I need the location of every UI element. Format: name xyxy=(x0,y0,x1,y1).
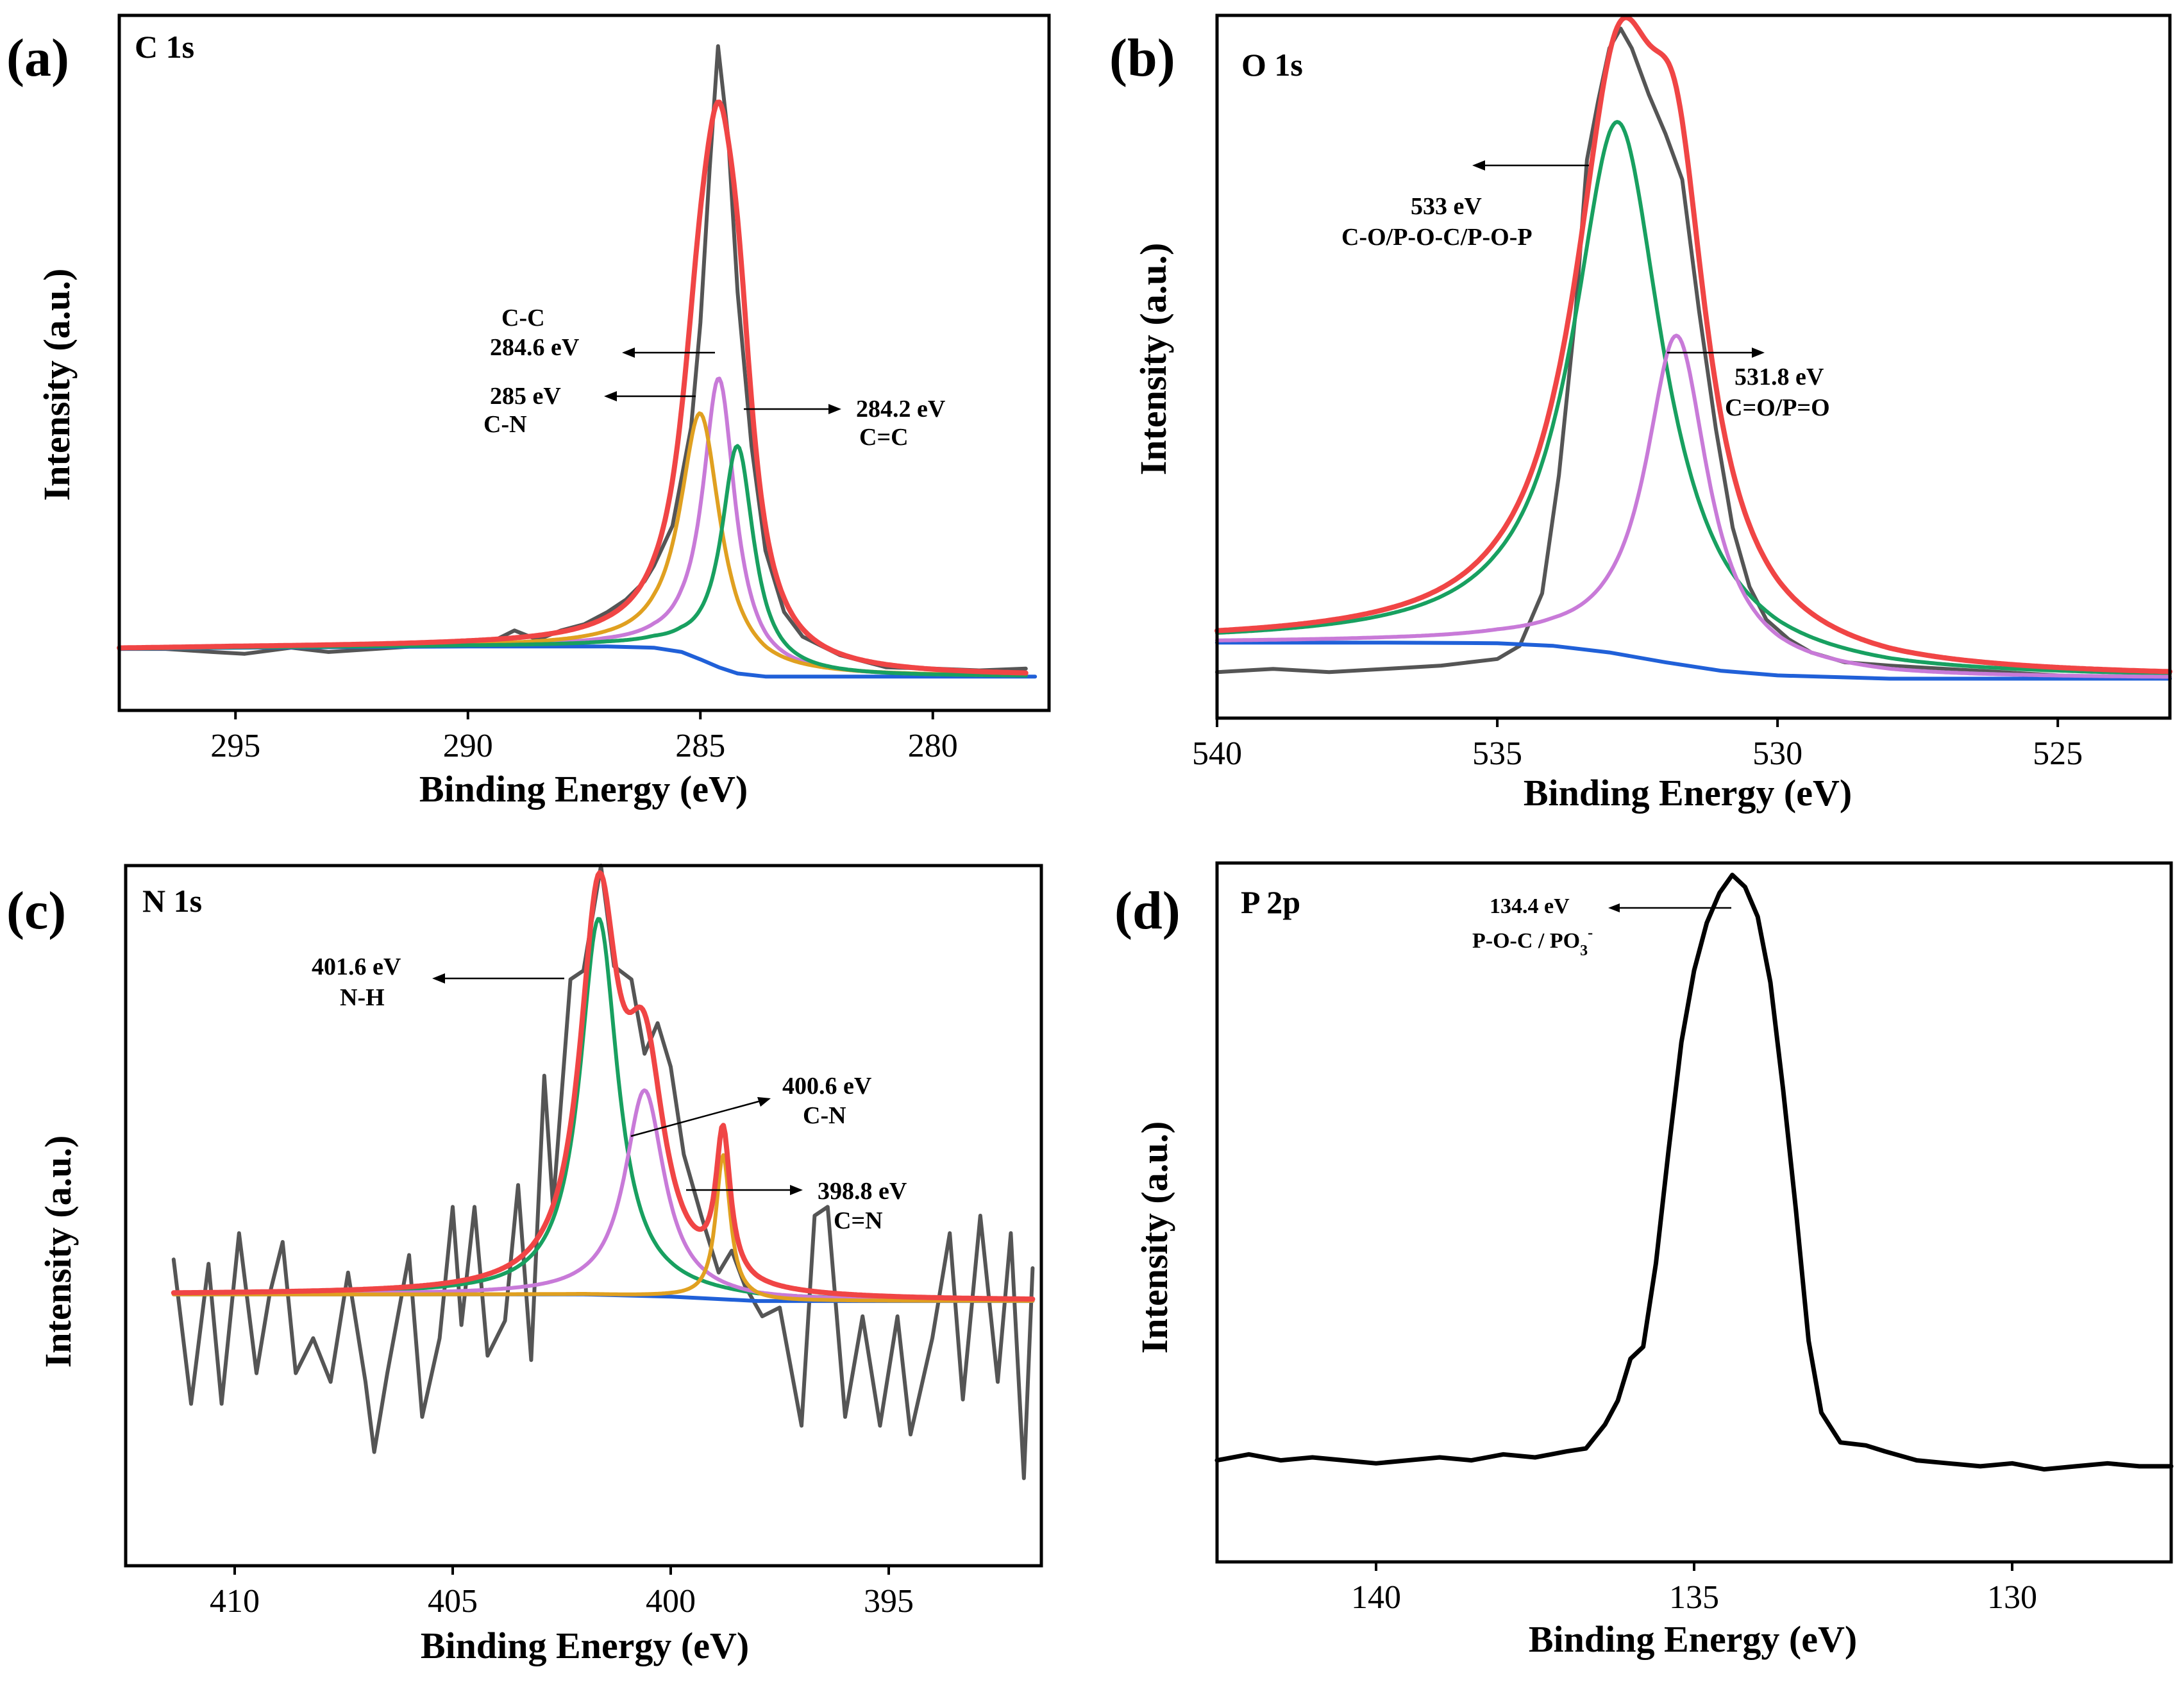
panel-b-series-raw xyxy=(1215,26,2172,681)
panel-a-x-tick-label: 295 xyxy=(210,728,260,764)
panel-b-annot-co-line2: C-O/P-O-C/P-O-P xyxy=(1341,224,1533,251)
panel-b-series-envelope xyxy=(1214,15,2172,675)
panel-b-annot-co-line1: 533 eV xyxy=(1411,193,1482,220)
panel-c-x-tick-label: 400 xyxy=(646,1583,696,1620)
panel-d-letter: (d) xyxy=(1114,881,1180,941)
panel-a-annot-cce-arrowhead xyxy=(828,404,841,414)
panel-c-series-envelope xyxy=(171,870,1036,1302)
panel-d-x-axis-label: Binding Energy (eV) xyxy=(1529,1618,1857,1660)
panel-d-title: P 2p xyxy=(1241,884,1300,920)
panel-c-x-axis-label: Binding Energy (eV) xyxy=(421,1625,749,1666)
panel-b-annot-po-arrowhead xyxy=(1752,348,1765,358)
panel-d: (d) P 2p Intensity (a.u.) Binding Energy… xyxy=(1114,861,2174,1660)
panel-a-ticks: 295 290 285 280 xyxy=(210,710,958,764)
panel-b-series-c-o-p-o-c-p-o-p xyxy=(1215,120,2172,676)
panel-d-y-axis-label: Intensity (a.u.) xyxy=(1134,1121,1175,1354)
panel-a-annotations: C-C 284.6 eV 285 eV C-N 284.2 eV C=C xyxy=(483,305,946,451)
panel-c-annot-cn-line1: 400.6 eV xyxy=(782,1073,872,1100)
panel-c-annot-nh-line2: N-H xyxy=(340,984,385,1011)
panel-b-x-tick-label: 530 xyxy=(1752,735,1802,772)
panel-c-annot-cn-arrow xyxy=(630,1099,764,1137)
panel-d-annot-line1: 134.4 eV xyxy=(1490,894,1570,918)
panel-a-annot-cce-line1: 284.2 eV xyxy=(856,396,946,423)
panel-b-letter: (b) xyxy=(1109,28,1175,88)
panel-c-curves xyxy=(171,864,1036,1480)
panel-c-annot-cn-arrowhead xyxy=(757,1097,771,1107)
panel-c-annotations: 401.6 eV N-H 400.6 eV C-N 398.8 eV C=N xyxy=(312,953,907,1234)
panel-a-x-tick-label: 285 xyxy=(675,728,725,764)
panel-b-x-tick-label: 525 xyxy=(2033,735,2083,772)
panel-a-series-envelope xyxy=(117,99,1029,676)
panel-b-x-tick-label: 540 xyxy=(1192,735,1242,772)
panel-a-x-tick-label: 280 xyxy=(908,728,958,764)
panel-d-ticks: 140 135 130 xyxy=(1351,1562,2037,1616)
panel-a-annot-cn-line1: 285 eV xyxy=(490,383,561,410)
panel-d-x-tick-label: 140 xyxy=(1351,1579,1401,1616)
panel-a-annot-cn-line2: C-N xyxy=(483,411,527,438)
panel-c-series-raw xyxy=(171,864,1035,1480)
panel-d-annot-arrowhead xyxy=(1608,903,1620,912)
panel-c-annot-nh-arrowhead xyxy=(432,973,445,984)
panel-b-annot-po-line1: 531.8 eV xyxy=(1735,364,1824,390)
panel-a-plot-frame xyxy=(117,13,1051,712)
panel-c-x-tick-label: 405 xyxy=(428,1583,478,1620)
panel-b-y-axis-label: Intensity (a.u.) xyxy=(1132,243,1174,476)
panel-d-annotations: 134.4 eV P-O-C / PO3- xyxy=(1472,894,1731,959)
panel-a-curves xyxy=(117,44,1037,679)
panel-c-y-axis-label: Intensity (a.u.) xyxy=(37,1136,79,1368)
panel-b-x-axis-label: Binding Energy (eV) xyxy=(1524,772,1852,814)
panel-c-letter: (c) xyxy=(6,881,66,941)
panel-a-title: C 1s xyxy=(135,29,194,65)
panel-c-annot-cen-line2: C=N xyxy=(834,1207,883,1234)
panel-c-annot-nh-line1: 401.6 eV xyxy=(312,953,401,980)
panel-c: (c) N 1s Intensity (a.u.) Binding Energy… xyxy=(6,864,1043,1666)
panel-c-plot-frame xyxy=(124,864,1043,1568)
panel-b-x-tick-label: 535 xyxy=(1472,735,1522,772)
panel-d-curves xyxy=(1214,873,2174,1472)
panel-c-annot-cen-arrowhead xyxy=(790,1185,803,1195)
panel-c-x-tick-label: 410 xyxy=(210,1583,260,1620)
panel-a-x-tick-label: 290 xyxy=(443,728,493,764)
panel-c-series-c-n xyxy=(171,1153,1035,1303)
panel-a-annot-cce-line2: C=C xyxy=(859,424,909,451)
panel-d-x-tick-label: 135 xyxy=(1669,1579,1719,1616)
panel-c-title: N 1s xyxy=(142,883,202,919)
panel-d-annot-line2-sup: - xyxy=(1588,925,1593,941)
panel-b-ticks: 540 535 530 525 xyxy=(1192,718,2083,772)
panel-b-title: O 1s xyxy=(1241,47,1303,83)
panel-b-curves xyxy=(1214,15,2172,681)
panel-c-ticks: 410 405 400 395 xyxy=(210,1566,914,1620)
panel-b-annotations: 533 eV C-O/P-O-C/P-O-P 531.8 eV C=O/P=O xyxy=(1341,160,1830,421)
panel-a-annot-cn-arrowhead xyxy=(604,391,617,401)
panel-a: (a) C 1s Intensity (a.u.) Binding Energy… xyxy=(6,13,1051,810)
panel-a-annot-cc-line1: C-C xyxy=(501,305,545,331)
panel-a-y-axis-label: Intensity (a.u.) xyxy=(36,269,78,501)
panel-a-series-c-n xyxy=(117,411,1028,678)
panel-a-letter: (a) xyxy=(6,28,69,88)
panel-c-annot-cn-line2: C-N xyxy=(803,1102,846,1129)
panel-d-annot-line2-main: P-O-C / PO xyxy=(1472,929,1580,953)
panel-d-annot-line2-sub: 3 xyxy=(1580,943,1588,959)
panel-b-plot-frame xyxy=(1215,13,2172,720)
panel-b-annot-po-line2: C=O/P=O xyxy=(1725,394,1830,421)
panel-b: (b) O 1s Intensity (a.u.) Binding Energy… xyxy=(1109,13,2172,814)
panel-b-series-c-o-p-o xyxy=(1215,333,2172,679)
panel-a-annot-cc-arrowhead xyxy=(622,348,635,358)
panel-a-x-axis-label: Binding Energy (eV) xyxy=(419,768,748,810)
panel-b-series-background xyxy=(1215,641,2172,681)
panel-c-annot-cen-line1: 398.8 eV xyxy=(818,1178,907,1205)
panel-b-annot-co-arrowhead xyxy=(1472,160,1485,171)
panel-c-x-tick-label: 395 xyxy=(864,1583,914,1620)
panel-d-annot-line2: P-O-C / PO3- xyxy=(1472,925,1593,959)
panel-a-annot-cc-line2: 284.6 eV xyxy=(490,334,580,361)
panel-d-x-tick-label: 130 xyxy=(1987,1579,2037,1616)
panel-d-series-raw xyxy=(1214,873,2174,1472)
